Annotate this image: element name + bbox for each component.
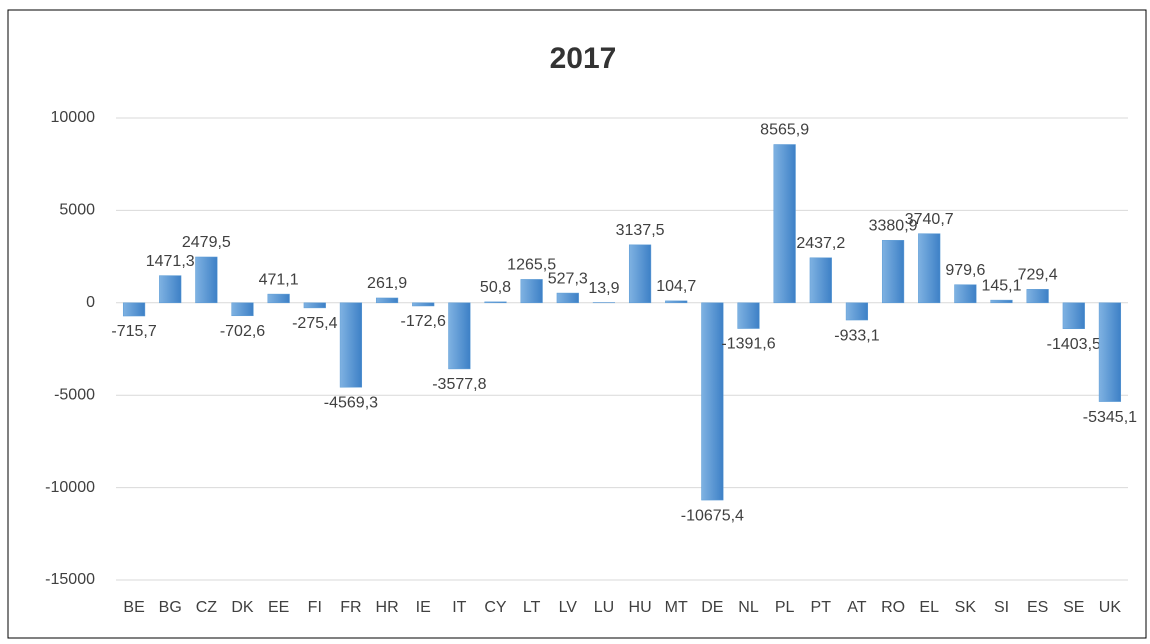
value-label: 3740,7 [905,211,954,228]
value-label: -933,1 [834,327,879,344]
value-label: 8565,9 [760,122,809,139]
value-label: 2479,5 [182,234,231,251]
x-tick-label: EL [919,599,939,616]
x-tick-label: PT [811,599,832,616]
y-tick-label: 0 [86,294,95,311]
bar [521,279,543,302]
value-label: 1471,3 [146,253,195,270]
y-tick-label: -10000 [45,479,95,496]
bar [702,303,724,500]
y-tick-label: -5000 [54,386,95,403]
bar [412,303,434,306]
chart-frame [8,10,1146,638]
x-tick-label: BE [123,599,144,616]
bar [955,285,977,303]
value-label: 50,8 [480,279,511,296]
bar [882,240,904,302]
x-tick-label: FR [340,599,361,616]
value-label: -172,6 [401,313,446,330]
x-tick-label: DK [231,599,254,616]
value-label: -3577,8 [432,376,486,393]
x-tick-label: CZ [196,599,218,616]
value-label: 13,9 [588,280,619,297]
y-tick-label: 5000 [59,202,95,219]
bar [449,303,471,369]
bar [846,303,868,320]
y-tick-label: -15000 [45,571,95,588]
bar [376,298,398,303]
y-tick-label: 10000 [51,109,96,126]
x-tick-label: HR [376,599,399,616]
x-tick-label: UK [1099,599,1122,616]
bar [738,303,760,329]
value-label: 261,9 [367,275,407,292]
x-tick-label: IE [416,599,431,616]
bar [159,276,181,303]
value-label: -4569,3 [324,394,378,411]
value-label: 729,4 [1018,267,1058,284]
bar [1099,303,1121,402]
x-tick-label: SI [994,599,1009,616]
bar [665,301,687,303]
bar [196,257,218,303]
x-tick-label: NL [738,599,759,616]
value-label: -715,7 [111,323,156,340]
bar [810,258,832,303]
bar [1063,303,1085,329]
value-label: -10675,4 [681,507,744,524]
chart-title: 2017 [550,42,617,75]
x-tick-label: EE [268,599,289,616]
x-tick-label: DE [701,599,723,616]
bar [232,303,254,316]
bar [268,294,290,303]
value-label: 145,1 [981,277,1021,294]
value-label: 471,1 [259,271,299,288]
x-tick-label: CY [484,599,507,616]
x-tick-label: LV [559,599,578,616]
x-tick-label: MT [665,599,688,616]
x-tick-label: FI [308,599,322,616]
x-tick-label: IT [452,599,466,616]
value-label: 3137,5 [616,222,665,239]
value-label: 2437,2 [796,235,845,252]
bar [991,300,1013,303]
bar [774,145,796,303]
bar [485,302,507,303]
x-tick-label: SK [955,599,977,616]
x-tick-label: PL [775,599,795,616]
value-label: 527,3 [548,270,588,287]
x-tick-label: LT [523,599,541,616]
value-label: -1391,6 [721,336,775,353]
x-tick-label: HU [629,599,652,616]
bar [340,303,362,387]
x-tick-label: ES [1027,599,1048,616]
bar [918,234,940,303]
x-tick-label: SE [1063,599,1084,616]
value-label: -1403,5 [1047,336,1101,353]
bar [1027,289,1049,302]
x-tick-label: LU [594,599,614,616]
value-label: -275,4 [292,315,337,332]
bar [123,303,145,316]
value-label: -702,6 [220,323,265,340]
value-label: 104,7 [656,278,696,295]
value-label: -5345,1 [1083,409,1137,426]
x-tick-label: BG [159,599,182,616]
bar [629,245,651,303]
value-label: 979,6 [945,262,985,279]
bar [557,293,579,303]
x-tick-label: RO [881,599,905,616]
x-tick-label: AT [847,599,866,616]
bar [304,303,326,308]
